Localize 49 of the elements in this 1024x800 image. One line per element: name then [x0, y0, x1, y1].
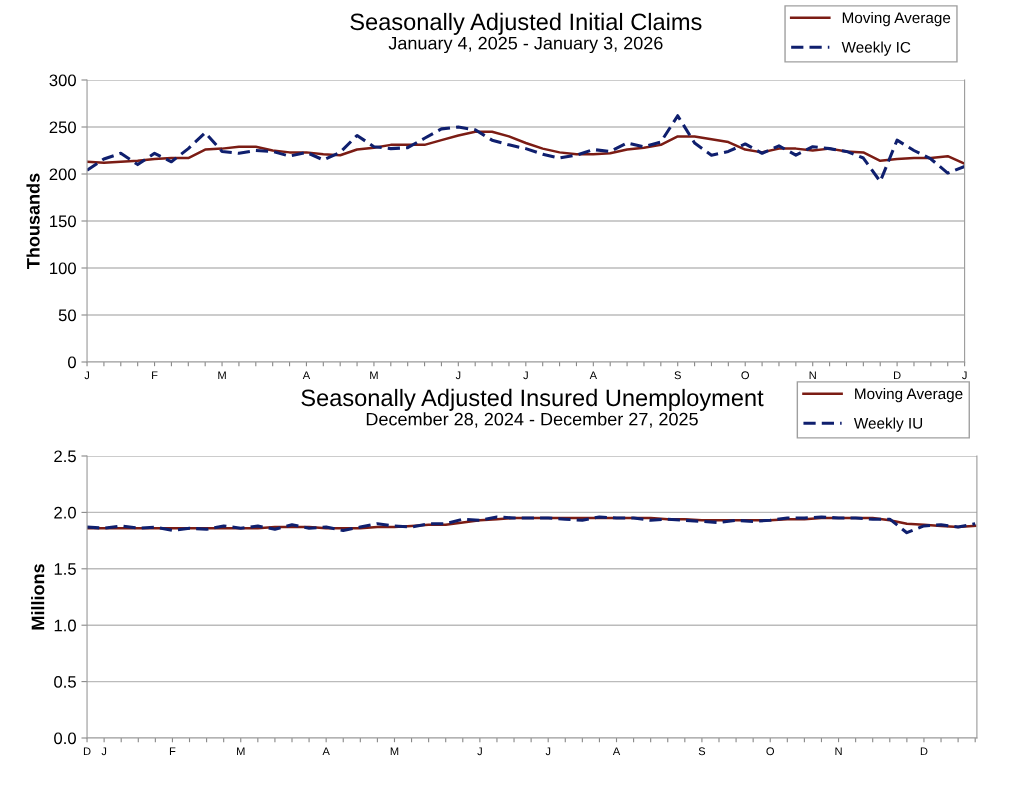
x-tick-label: J: [545, 747, 551, 756]
legend-label: Moving Average: [855, 387, 963, 403]
x-tick-label: N: [835, 747, 842, 756]
x-tick-label: S: [674, 371, 681, 380]
x-tick-label: D: [894, 371, 901, 380]
legend-label: Weekly IC: [841, 41, 911, 56]
y-tick-label: 2.0: [54, 506, 76, 519]
y-tick-label: 0.5: [54, 676, 76, 688]
chart-subtitle: December 28, 2024 - December 27, 2025: [366, 412, 698, 428]
x-tick-label: A: [322, 747, 330, 756]
y-tick-label: 150: [50, 215, 76, 228]
x-tick-label: O: [741, 371, 750, 380]
x-tick-label: N: [809, 371, 816, 380]
y-tick-label: 1.5: [54, 563, 76, 575]
y-axis-title: Thousands: [26, 173, 40, 269]
y-tick-label: 300: [49, 74, 76, 87]
x-tick-label: M: [370, 371, 378, 380]
x-tick-label: F: [152, 371, 158, 380]
y-tick-label: 200: [49, 168, 76, 181]
x-tick-label: A: [589, 371, 598, 380]
legend-label: Moving Average: [842, 11, 951, 27]
x-tick-label: M: [390, 747, 399, 756]
x-tick-label: S: [698, 747, 706, 756]
x-tick-label: J: [523, 371, 528, 380]
chart-title: Seasonally Adjusted Insured Unemployment: [301, 388, 764, 411]
y-tick-label: 2.5: [54, 450, 76, 463]
x-tick-label: D: [920, 747, 928, 756]
x-tick-label: J: [101, 747, 107, 756]
x-tick-label: J: [84, 371, 89, 380]
x-tick-label: F: [169, 747, 176, 756]
x-tick-label: O: [766, 747, 775, 756]
y-tick-label: 0.0: [54, 732, 76, 745]
x-tick-label: M: [237, 747, 245, 756]
y-tick-label: 100: [50, 262, 76, 275]
chart-subtitle: January 4, 2025 - January 3, 2026: [388, 36, 663, 54]
y-tick-label: 50: [58, 309, 76, 322]
y-tick-label: 0: [68, 356, 76, 369]
x-tick-label: M: [218, 371, 226, 380]
y-axis-title: Millions: [31, 564, 45, 630]
x-tick-label: J: [477, 747, 482, 756]
chart-title: Seasonally Adjusted Initial Claims: [350, 12, 702, 35]
y-tick-label: 250: [49, 121, 76, 134]
legend-label: Weekly IU: [853, 417, 923, 432]
x-tick-label: J: [455, 371, 461, 380]
x-tick-label: A: [612, 747, 621, 756]
x-tick-label: J: [962, 371, 967, 380]
y-tick-label: 1.0: [54, 619, 76, 632]
x-tick-label: A: [302, 371, 311, 380]
x-tick-label: D: [83, 747, 91, 756]
